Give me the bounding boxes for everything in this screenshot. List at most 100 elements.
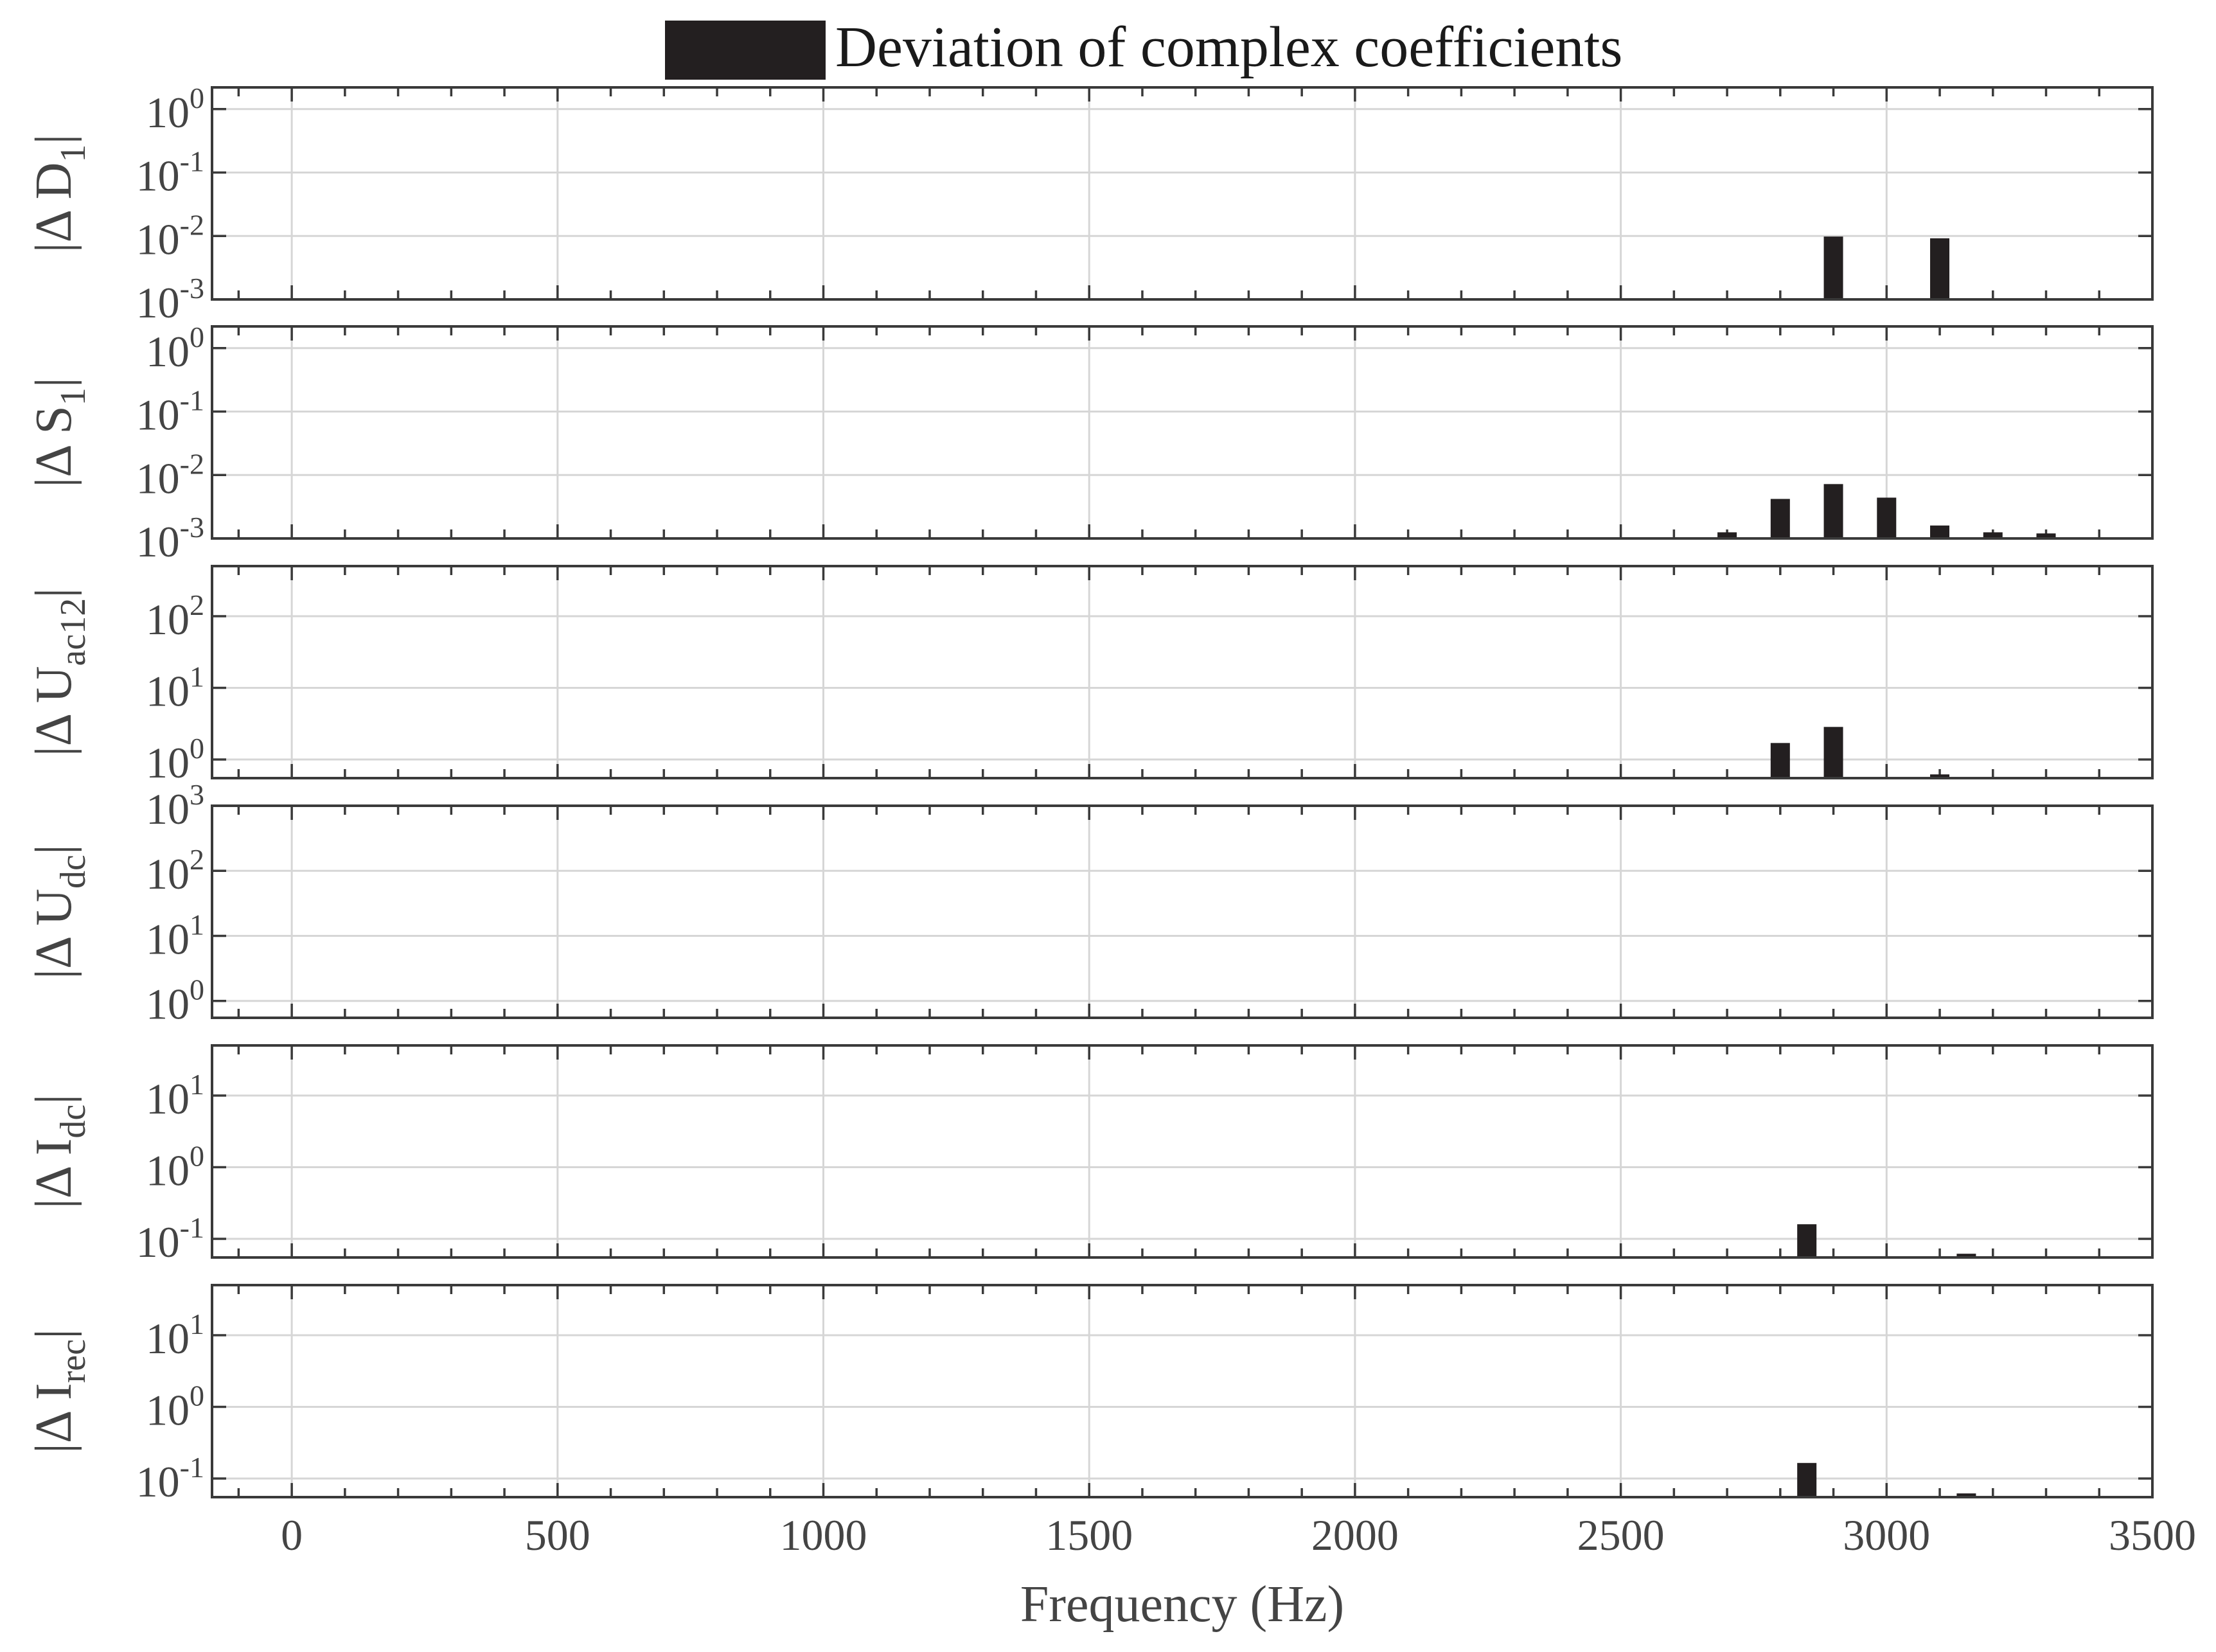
bar bbox=[1797, 1224, 1817, 1257]
x-tick-label: 1500 bbox=[1045, 1511, 1133, 1559]
axes-frame bbox=[211, 804, 2154, 1019]
y-tick-base: 10 bbox=[146, 1314, 190, 1363]
y-tick-exponent: -1 bbox=[180, 1451, 204, 1484]
legend: Deviation of complex coefficients bbox=[665, 15, 1622, 80]
y-label-base: |Δ U bbox=[26, 666, 82, 756]
y-axis-label: |Δ Idc| bbox=[26, 1094, 93, 1209]
y-tick-base: 10 bbox=[146, 849, 190, 898]
bar bbox=[1823, 236, 1843, 299]
bar bbox=[1930, 774, 1950, 778]
y-tick-label: 10-2 bbox=[136, 447, 204, 502]
y-tick-exponent: 2 bbox=[190, 843, 204, 876]
y-tick-base: 10 bbox=[146, 327, 190, 376]
x-tick-label: 2000 bbox=[1311, 1511, 1399, 1559]
y-axis-label: |Δ Udc| bbox=[26, 844, 93, 979]
y-tick-label: 10-1 bbox=[136, 145, 204, 200]
y-tick-exponent: 0 bbox=[190, 973, 204, 1006]
y-tick-exponent: 2 bbox=[190, 589, 204, 621]
y-label-subscript: 1 bbox=[53, 145, 93, 163]
y-tick-exponent: 0 bbox=[190, 1140, 204, 1173]
y-tick-base: 10 bbox=[146, 738, 190, 787]
y-tick-label: 101 bbox=[146, 661, 204, 716]
bar bbox=[1823, 484, 1843, 538]
y-tick-base: 10 bbox=[146, 1074, 190, 1123]
y-tick-exponent: -1 bbox=[180, 145, 204, 178]
axes-frame bbox=[211, 565, 2154, 779]
y-tick-exponent: 1 bbox=[190, 908, 204, 941]
y-label-close: | bbox=[26, 1329, 82, 1339]
axes-frame bbox=[211, 325, 2154, 540]
y-tick-label: 101 bbox=[146, 1308, 204, 1363]
x-tick-label: 3000 bbox=[1843, 1511, 1930, 1559]
y-label-close: | bbox=[26, 844, 82, 855]
x-tick-label: 3500 bbox=[2109, 1511, 2196, 1559]
y-tick-base: 10 bbox=[146, 667, 190, 716]
y-tick-label: 10-1 bbox=[136, 1451, 204, 1506]
x-tick-label: 0 bbox=[281, 1511, 303, 1559]
y-tick-base: 10 bbox=[136, 1457, 180, 1506]
x-tick-label: 500 bbox=[525, 1511, 590, 1559]
y-tick-base: 10 bbox=[146, 785, 190, 833]
y-tick-exponent: 0 bbox=[190, 321, 204, 353]
bar bbox=[1930, 238, 1950, 299]
y-axis-label: |Δ D1| bbox=[26, 134, 93, 253]
y-tick-label: 100 bbox=[146, 732, 204, 787]
y-label-close: | bbox=[26, 588, 82, 598]
y-label-close: | bbox=[26, 377, 82, 387]
y-tick-label: 10-2 bbox=[136, 208, 204, 263]
y-tick-exponent: -1 bbox=[180, 1211, 204, 1244]
y-tick-label: 10-3 bbox=[136, 272, 204, 327]
axes-frame bbox=[211, 86, 2154, 301]
y-axis-label: |Δ Uac12| bbox=[26, 588, 93, 757]
y-tick-label: 10-3 bbox=[136, 511, 204, 566]
y-label-subscript: dc bbox=[53, 855, 93, 889]
y-tick-base: 10 bbox=[136, 278, 180, 327]
y-tick-base: 10 bbox=[136, 391, 180, 440]
y-tick-label: 103 bbox=[146, 778, 204, 833]
y-tick-exponent: -1 bbox=[180, 384, 204, 417]
y-tick-exponent: -3 bbox=[180, 272, 204, 305]
y-tick-base: 10 bbox=[136, 454, 180, 502]
legend-swatch bbox=[665, 21, 826, 80]
y-tick-base: 10 bbox=[146, 1146, 190, 1195]
y-tick-label: 100 bbox=[146, 1140, 204, 1195]
y-tick-exponent: 3 bbox=[190, 778, 204, 811]
y-tick-exponent: 0 bbox=[190, 732, 204, 765]
bar bbox=[1797, 1462, 1817, 1497]
bar bbox=[1770, 499, 1790, 538]
bar bbox=[1983, 532, 2003, 538]
y-label-base: |Δ I bbox=[26, 1383, 82, 1453]
y-tick-exponent: -2 bbox=[180, 447, 204, 480]
y-label-subscript: 1 bbox=[53, 387, 93, 405]
x-axis-label: Frequency (Hz) bbox=[1020, 1576, 1344, 1633]
bar bbox=[1877, 497, 1897, 538]
bar bbox=[2036, 533, 2056, 538]
bar bbox=[1956, 1254, 1976, 1257]
bar bbox=[1717, 532, 1737, 538]
y-tick-label: 101 bbox=[146, 908, 204, 963]
y-label-base: |Δ D bbox=[26, 163, 82, 253]
y-label-base: |Δ U bbox=[26, 889, 82, 979]
y-label-close: | bbox=[26, 134, 82, 145]
y-tick-exponent: -2 bbox=[180, 208, 204, 241]
y-tick-label: 10-1 bbox=[136, 384, 204, 440]
bar bbox=[1956, 1493, 1976, 1497]
y-tick-base: 10 bbox=[136, 1218, 180, 1266]
y-label-subscript: ac12 bbox=[53, 598, 93, 666]
y-tick-label: 100 bbox=[146, 82, 204, 137]
y-tick-base: 10 bbox=[136, 517, 180, 566]
y-tick-base: 10 bbox=[146, 914, 190, 963]
y-tick-exponent: 0 bbox=[190, 1380, 204, 1412]
y-tick-base: 10 bbox=[136, 215, 180, 263]
y-tick-exponent: 0 bbox=[190, 82, 204, 114]
y-tick-exponent: 1 bbox=[190, 661, 204, 693]
bar bbox=[1930, 525, 1950, 538]
y-tick-exponent: -3 bbox=[180, 511, 204, 544]
